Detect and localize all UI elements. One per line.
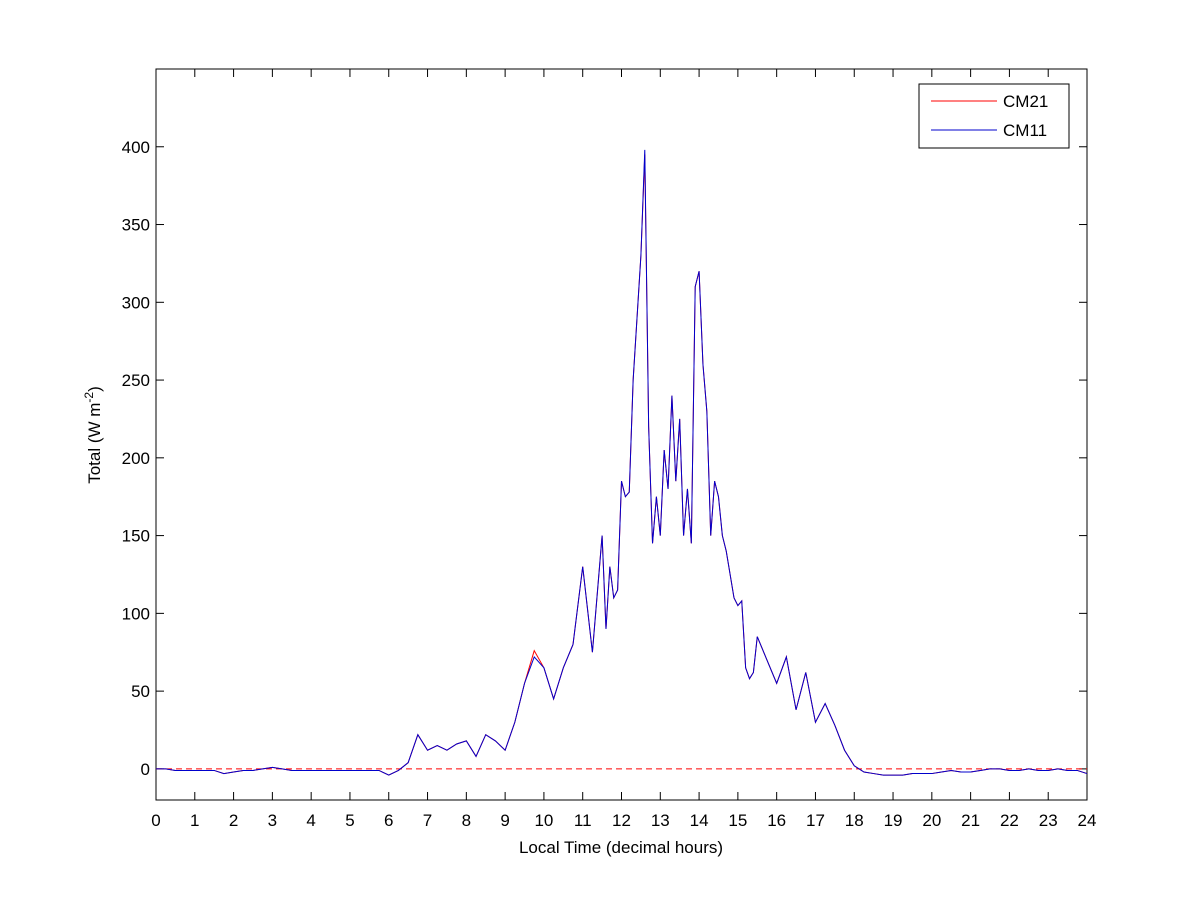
x-tick-label: 19 <box>884 811 903 830</box>
legend-label: CM11 <box>1003 121 1047 140</box>
x-tick-label: 21 <box>961 811 980 830</box>
x-tick-label: 8 <box>462 811 471 830</box>
x-tick-label: 0 <box>151 811 160 830</box>
y-label-sup: -2 <box>82 392 96 403</box>
series-line <box>156 149 1088 776</box>
y-label-text: Total (W m <box>85 403 104 484</box>
x-tick-label: 10 <box>534 811 553 830</box>
x-tick-label: 13 <box>651 811 670 830</box>
y-tick-label: 150 <box>122 527 150 546</box>
y-tick-label: 300 <box>122 293 150 312</box>
x-tick-label: 11 <box>574 811 592 830</box>
y-tick-label: 50 <box>131 682 150 701</box>
x-tick-label: 1 <box>190 811 199 830</box>
x-tick-label: 22 <box>1000 811 1019 830</box>
y-tick-label: 400 <box>122 138 150 157</box>
x-tick-label: 5 <box>345 811 354 830</box>
x-tick-label: 20 <box>922 811 941 830</box>
x-tick-label: 17 <box>806 811 825 830</box>
y-tick-label: 100 <box>122 604 150 623</box>
x-tick-label: 9 <box>500 811 509 830</box>
x-tick-label: 14 <box>690 811 709 830</box>
y-tick-label: 0 <box>141 760 150 779</box>
y-tick-label: 250 <box>122 371 150 390</box>
x-tick-label: 24 <box>1078 811 1097 830</box>
x-tick-label: 4 <box>306 811 315 830</box>
y-tick-label: 200 <box>122 449 150 468</box>
x-axis-label: Local Time (decimal hours) <box>519 838 723 857</box>
x-tick-label: 6 <box>384 811 393 830</box>
y-label-suffix: ) <box>85 386 104 392</box>
legend-box <box>918 83 1070 149</box>
x-tick-label: 3 <box>268 811 277 830</box>
x-tick-label: 15 <box>728 811 747 830</box>
x-tick-label: 18 <box>845 811 864 830</box>
x-tick-label: 2 <box>229 811 238 830</box>
x-tick-label: 16 <box>767 811 786 830</box>
x-tick-label: 7 <box>423 811 432 830</box>
y-tick-label: 350 <box>122 216 150 235</box>
x-tick-label: 12 <box>612 811 631 830</box>
legend-label: CM21 <box>1003 92 1048 111</box>
x-tick-label: 23 <box>1039 811 1058 830</box>
y-axis-label: Total (W m-2) <box>82 386 104 484</box>
